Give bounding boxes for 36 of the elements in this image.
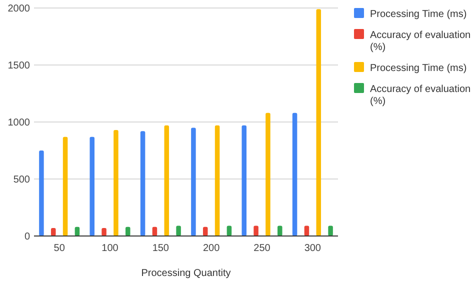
bar xyxy=(292,112,298,236)
bar xyxy=(39,150,44,236)
bar xyxy=(164,125,170,236)
y-tick-label: 0 xyxy=(24,232,30,242)
y-tick-label: 1500 xyxy=(8,60,30,72)
bar xyxy=(102,228,106,236)
legend-label: Accuracy of evaluation (%) xyxy=(370,84,471,107)
bar xyxy=(191,128,196,236)
bar xyxy=(176,226,181,236)
y-tick-label: 2000 xyxy=(8,4,30,14)
x-tick-label: 250 xyxy=(254,243,271,254)
x-tick-label: 150 xyxy=(152,243,170,254)
x-tick-label: 200 xyxy=(202,243,220,254)
bar xyxy=(126,226,130,236)
bar xyxy=(266,112,270,236)
bar xyxy=(278,226,282,236)
bar xyxy=(90,136,94,236)
bar xyxy=(114,130,118,236)
bar xyxy=(50,228,56,236)
bar xyxy=(62,136,68,236)
bar xyxy=(242,125,246,236)
bar xyxy=(254,226,258,236)
bar xyxy=(140,131,146,236)
x-tick-label: 300 xyxy=(304,243,322,254)
x-axis-title: Processing Quantity xyxy=(141,268,231,279)
x-tick-label: 100 xyxy=(102,243,119,254)
y-tick-label: 1000 xyxy=(8,118,30,128)
bar xyxy=(316,9,322,236)
legend-label: Accuracy of evaluation (%) xyxy=(370,30,471,53)
bar xyxy=(328,226,333,236)
bar xyxy=(202,226,208,236)
bar xyxy=(214,125,220,236)
x-tick-label: 50 xyxy=(54,243,66,254)
y-tick-label: 500 xyxy=(13,174,30,186)
legend-label: Processing Time (ms) xyxy=(370,9,467,20)
legend-label: Processing Time (ms) xyxy=(370,63,467,74)
